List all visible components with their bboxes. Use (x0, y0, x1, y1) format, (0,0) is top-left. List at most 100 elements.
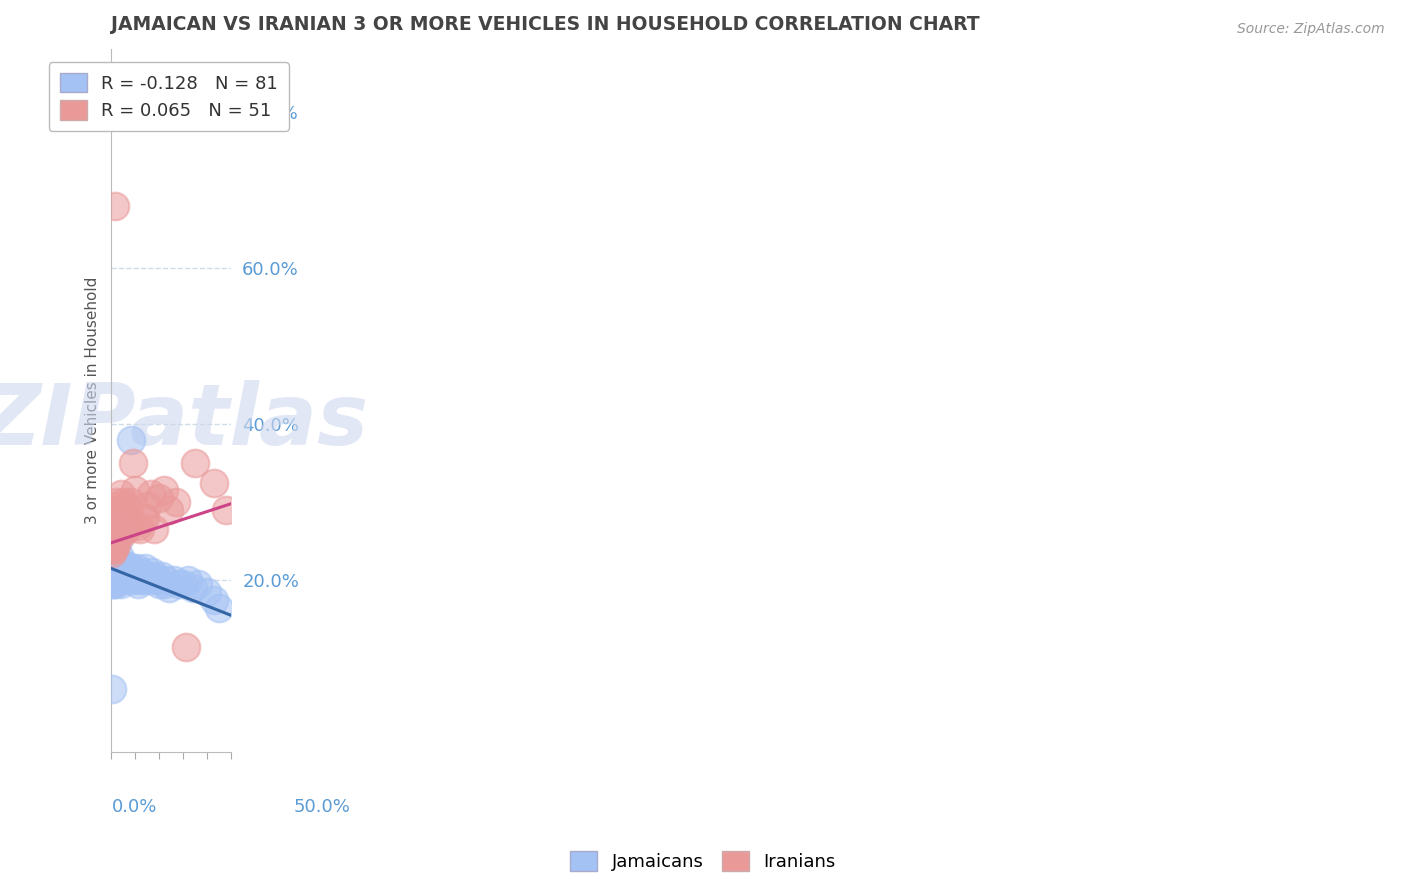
Point (103, 577, 125, 591)
Y-axis label: 3 or more Vehicles in Household: 3 or more Vehicles in Household (86, 277, 100, 524)
Text: ZIPatlas: ZIPatlas (0, 380, 368, 463)
Point (105, 554, 128, 568)
Point (127, 577, 149, 591)
Point (121, 561, 143, 575)
Point (103, 538, 125, 552)
Point (139, 487, 162, 501)
Point (101, 561, 124, 575)
Point (100, 534, 122, 549)
Point (134, 561, 156, 575)
Point (138, 573, 160, 587)
Point (115, 566, 138, 580)
Point (187, 577, 209, 591)
Point (122, 456, 145, 470)
Point (108, 523, 131, 537)
Point (122, 573, 145, 587)
Point (148, 491, 170, 506)
Point (114, 499, 136, 513)
Point (104, 523, 127, 537)
Point (100, 566, 122, 580)
Point (107, 523, 129, 537)
Point (215, 503, 238, 517)
Point (134, 510, 156, 524)
Point (110, 573, 132, 587)
Point (143, 569, 166, 583)
Point (117, 515, 139, 529)
Point (129, 566, 152, 580)
Point (111, 495, 134, 509)
Point (124, 569, 146, 583)
Point (108, 510, 131, 524)
Point (101, 530, 124, 544)
Point (103, 541, 125, 556)
Point (101, 558, 124, 572)
Point (108, 549, 131, 564)
Point (103, 198, 125, 212)
Point (103, 538, 125, 552)
Point (101, 566, 124, 580)
Point (108, 503, 131, 517)
Point (107, 566, 129, 580)
Point (101, 541, 124, 556)
Point (117, 561, 139, 575)
Point (162, 573, 184, 587)
Point (114, 518, 136, 533)
Point (105, 530, 128, 544)
Point (131, 510, 153, 524)
Point (177, 573, 200, 587)
Point (107, 534, 129, 549)
Point (101, 569, 124, 583)
Point (111, 573, 134, 587)
Point (131, 573, 153, 587)
Point (127, 518, 149, 533)
Point (131, 569, 153, 583)
Point (172, 577, 194, 591)
Point (165, 495, 187, 509)
Point (101, 682, 124, 697)
Point (101, 538, 124, 552)
Point (110, 487, 132, 501)
Point (120, 433, 142, 447)
Point (120, 495, 142, 509)
Text: 50.0%: 50.0% (294, 797, 350, 815)
Point (128, 573, 150, 587)
Point (181, 581, 204, 595)
Point (103, 569, 125, 583)
Point (103, 530, 125, 544)
Point (105, 566, 128, 580)
Point (104, 569, 127, 583)
Point (136, 569, 159, 583)
Point (208, 600, 231, 615)
Point (146, 573, 169, 587)
Point (104, 566, 127, 580)
Point (174, 640, 197, 654)
Point (136, 499, 159, 513)
Point (103, 566, 125, 580)
Point (110, 561, 132, 575)
Point (105, 526, 128, 541)
Point (108, 561, 131, 575)
Point (155, 573, 177, 587)
Point (107, 499, 129, 513)
Point (115, 569, 138, 583)
Point (157, 581, 180, 595)
Text: 0.0%: 0.0% (111, 797, 157, 815)
Point (104, 577, 127, 591)
Point (108, 558, 131, 572)
Point (110, 515, 132, 529)
Point (101, 534, 124, 549)
Point (107, 518, 129, 533)
Point (124, 483, 146, 498)
Point (112, 558, 135, 572)
Point (122, 566, 145, 580)
Point (103, 573, 125, 587)
Point (105, 495, 128, 509)
Point (184, 456, 207, 470)
Point (101, 577, 124, 591)
Point (114, 561, 136, 575)
Point (150, 569, 173, 583)
Point (143, 523, 166, 537)
Legend: Jamaicans, Iranians: Jamaicans, Iranians (564, 844, 842, 879)
Point (110, 577, 132, 591)
Point (112, 561, 135, 575)
